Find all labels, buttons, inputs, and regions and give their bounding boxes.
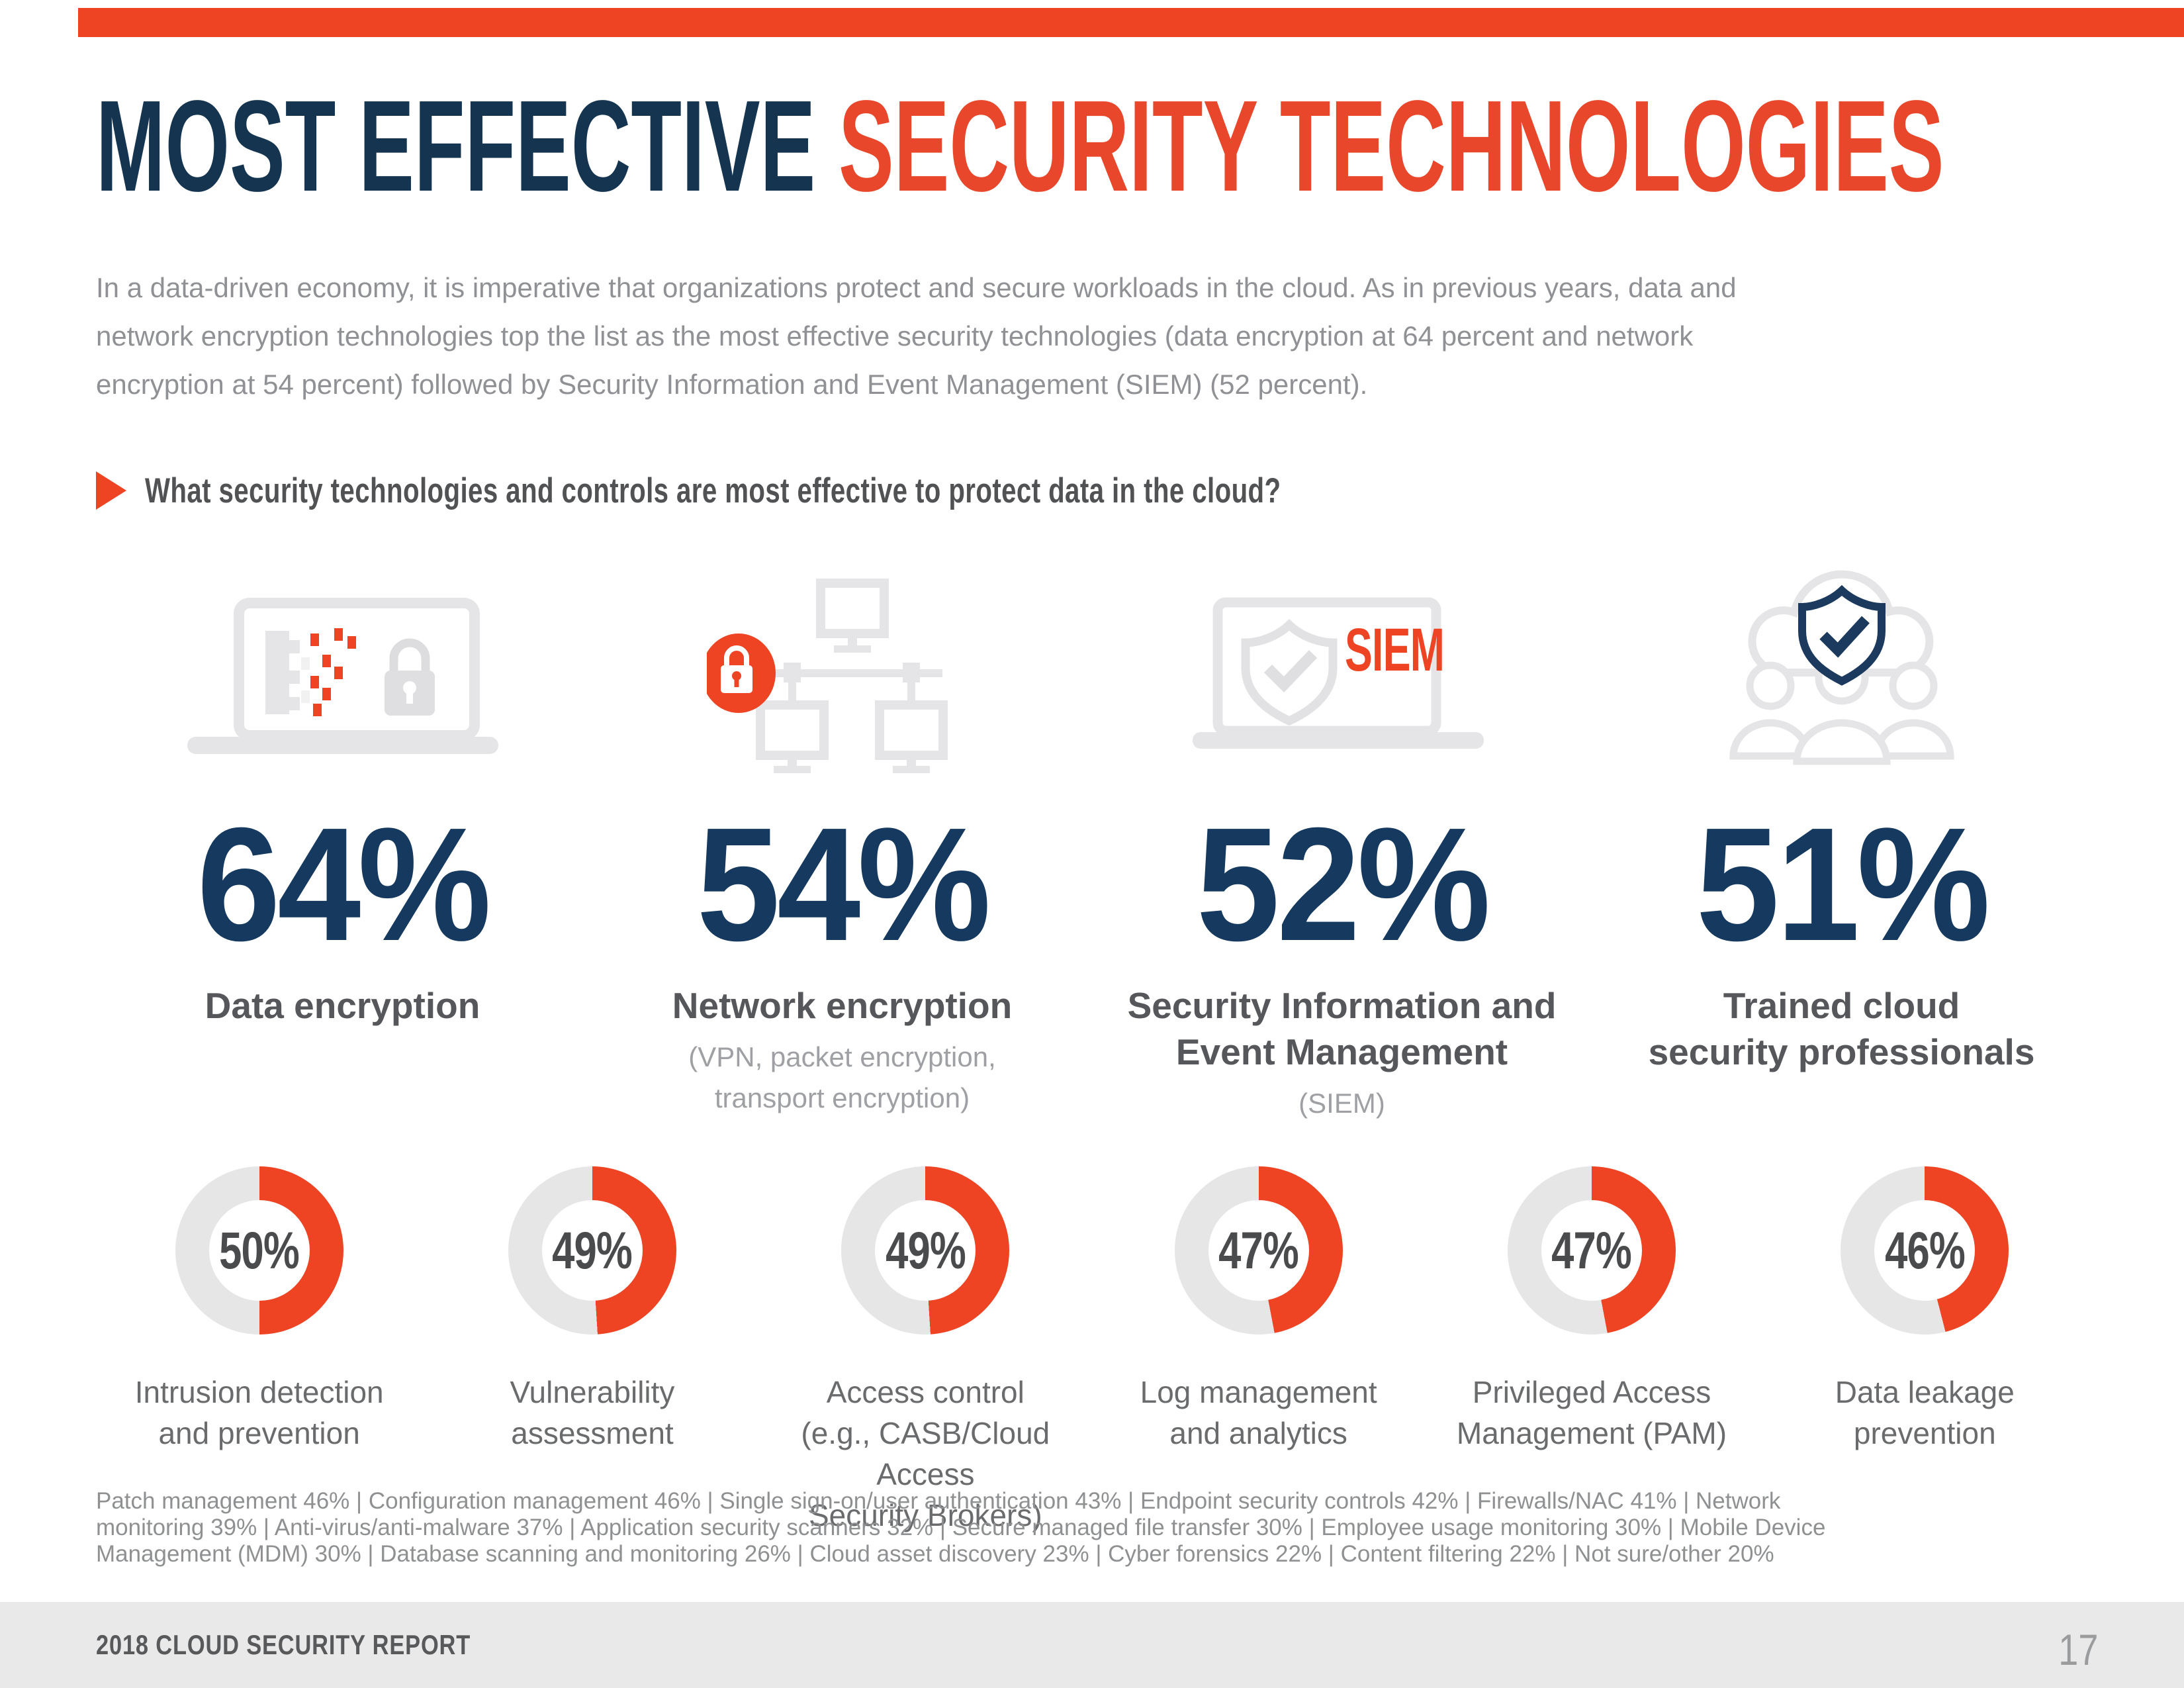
stat-label: Network encryption [672, 985, 1013, 1026]
donut-chart: 50% [175, 1166, 343, 1335]
report-title: 2018 CLOUD SECURITY REPORT [96, 1629, 471, 1660]
arrow-right-icon [96, 471, 126, 510]
stat-value: 64% [197, 794, 491, 974]
donut-percent: 47% [1218, 1221, 1299, 1280]
donut-percent: 49% [885, 1221, 966, 1280]
top-stats-row: 64% Data encryption [93, 555, 2091, 1124]
stat-network-encryption: 54% Network encryption (VPN, packet encr… [592, 555, 1092, 1124]
network-lock-icon [706, 555, 978, 801]
stat-data-encryption: 64% Data encryption [93, 555, 592, 1124]
page-title-part2: SECURITY TECHNOLOGIES [839, 73, 1944, 218]
donut-chart: 49% [841, 1166, 1010, 1335]
donut-label: Log management and analytics [1140, 1375, 1377, 1450]
donut-percent: 49% [552, 1221, 633, 1280]
donut-chart: 47% [1507, 1166, 1676, 1335]
donut-label: Data leakage prevention [1835, 1375, 2015, 1450]
survey-question: What security technologies and controls … [145, 471, 1281, 510]
donut-row: 50% Intrusion detection and prevention 4… [93, 1166, 2091, 1536]
additional-stats-text: Patch management 46% | Configuration man… [96, 1488, 1826, 1567]
laptop-pixels-lock-icon [181, 555, 505, 801]
siem-icon-text: SIEM [1345, 616, 1445, 684]
stat-label: Security Information and Event Managemen… [1127, 985, 1557, 1072]
donut-chart: 49% [508, 1166, 676, 1335]
donut-percent: 46% [1884, 1221, 1966, 1280]
page-title: MOST EFFECTIVE SECURITY TECHNOLOGIES [96, 78, 1944, 214]
stat-sublabel: (VPN, packet encryption, transport encry… [688, 1041, 996, 1113]
stat-trained-professionals: 51% Trained cloud security professionals [1592, 555, 2091, 1124]
donut-access-control: 49% Access control (e.g., CASB/Cloud Acc… [759, 1166, 1092, 1536]
intro-paragraph: In a data-driven economy, it is imperati… [96, 272, 1737, 400]
donut-privileged-access: 47% Privileged Access Management (PAM) [1425, 1166, 1758, 1536]
donut-label: Access control (e.g., CASB/Cloud Access … [801, 1375, 1050, 1532]
stat-sublabel: (SIEM) [1298, 1088, 1385, 1119]
stat-value: 54% [696, 794, 991, 974]
page-title-part1: MOST EFFECTIVE [96, 73, 839, 218]
donut-label: Privileged Access Management (PAM) [1456, 1375, 1727, 1450]
donut-percent: 47% [1551, 1221, 1632, 1280]
donut-intrusion-detection: 50% Intrusion detection and prevention [93, 1166, 426, 1536]
stat-label: Data encryption [205, 985, 480, 1026]
donut-label: Vulnerability assessment [510, 1375, 675, 1450]
stat-value: 52% [1196, 794, 1490, 974]
page-number: 17 [2058, 1625, 2098, 1674]
donut-percent: 50% [219, 1221, 300, 1280]
donut-data-leakage: 46% Data leakage prevention [1758, 1166, 2091, 1536]
top-accent-bar [78, 8, 2184, 37]
siem-laptop-shield-icon: SIEM [1190, 555, 1494, 801]
donut-chart: 47% [1174, 1166, 1343, 1335]
stat-value: 51% [1696, 794, 1990, 974]
survey-question-row: What security technologies and controls … [96, 467, 1640, 514]
donut-label: Intrusion detection and prevention [134, 1375, 384, 1450]
donut-vulnerability-assessment: 49% Vulnerability assessment [426, 1166, 758, 1536]
donut-chart: 46% [1841, 1166, 2009, 1335]
donut-log-management: 47% Log management and analytics [1092, 1166, 1425, 1536]
stat-siem: SIEM 52% Security Information and Event … [1092, 555, 1592, 1124]
footer-bar: 2018 CLOUD SECURITY REPORT 17 [0, 1602, 2184, 1688]
stat-label: Trained cloud security professionals [1648, 985, 2035, 1072]
cloud-team-shield-icon [1696, 555, 1987, 801]
